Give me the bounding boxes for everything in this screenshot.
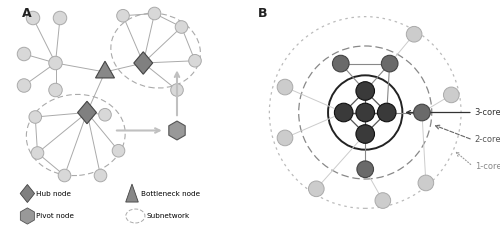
Polygon shape xyxy=(20,208,34,224)
Circle shape xyxy=(444,87,459,103)
Circle shape xyxy=(53,11,67,25)
Text: A: A xyxy=(22,7,32,20)
Polygon shape xyxy=(78,101,96,124)
Circle shape xyxy=(378,103,396,122)
Circle shape xyxy=(382,55,398,72)
Polygon shape xyxy=(96,61,114,78)
Circle shape xyxy=(414,104,430,121)
Circle shape xyxy=(94,169,107,182)
Polygon shape xyxy=(20,184,34,202)
Circle shape xyxy=(112,144,125,157)
Text: Subnetwork: Subnetwork xyxy=(146,213,190,219)
Circle shape xyxy=(26,11,40,25)
Circle shape xyxy=(170,84,183,96)
Circle shape xyxy=(277,79,293,95)
Polygon shape xyxy=(126,184,138,202)
Circle shape xyxy=(29,111,42,123)
Circle shape xyxy=(332,55,349,72)
Circle shape xyxy=(175,21,188,33)
Text: B: B xyxy=(258,7,267,20)
Circle shape xyxy=(17,47,31,61)
Circle shape xyxy=(356,82,374,100)
Circle shape xyxy=(375,193,390,208)
Circle shape xyxy=(58,169,71,182)
Circle shape xyxy=(116,9,130,22)
Circle shape xyxy=(418,175,434,191)
Circle shape xyxy=(308,181,324,197)
Circle shape xyxy=(49,56,62,70)
Circle shape xyxy=(31,147,44,159)
Circle shape xyxy=(356,103,374,122)
Circle shape xyxy=(406,26,422,42)
Circle shape xyxy=(148,7,161,20)
Text: 1-core: 1-core xyxy=(475,162,500,171)
Polygon shape xyxy=(134,52,152,74)
Circle shape xyxy=(277,130,293,146)
Text: 2-core: 2-core xyxy=(475,135,500,144)
Polygon shape xyxy=(169,121,185,140)
Text: Hub node: Hub node xyxy=(36,191,72,196)
Text: Bottleneck node: Bottleneck node xyxy=(141,191,200,196)
Circle shape xyxy=(334,103,353,122)
Circle shape xyxy=(188,54,202,67)
Circle shape xyxy=(356,125,374,143)
Circle shape xyxy=(357,161,374,178)
Text: 3-core: 3-core xyxy=(475,108,500,117)
Circle shape xyxy=(98,108,112,121)
Circle shape xyxy=(49,83,62,97)
Text: Pivot node: Pivot node xyxy=(36,213,74,219)
Circle shape xyxy=(17,79,31,92)
